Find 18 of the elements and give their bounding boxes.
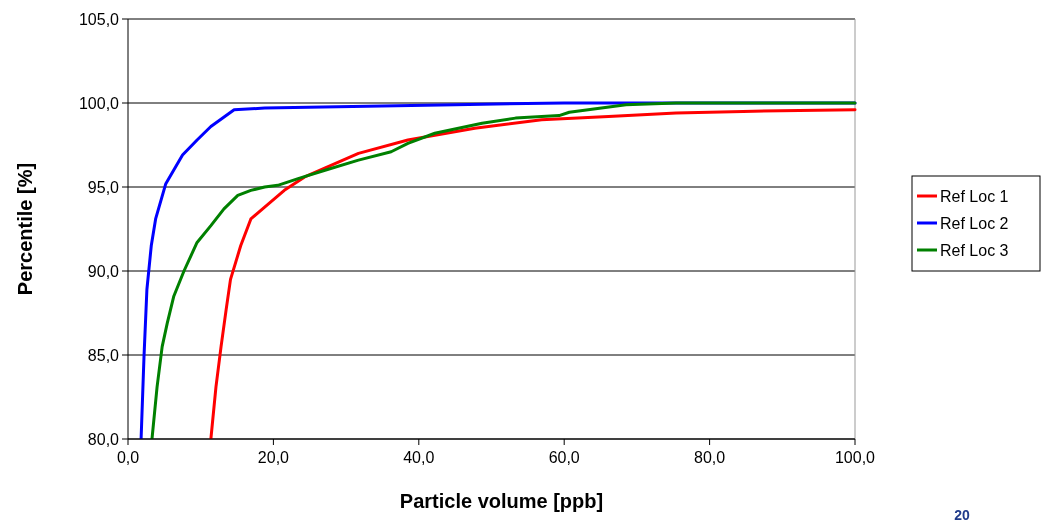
x-axis-title: Particle volume [ppb] bbox=[399, 490, 604, 512]
y-tick-label: 85,0 bbox=[87, 346, 120, 364]
y-tick-label: 90,0 bbox=[87, 262, 120, 280]
text: 20 bbox=[954, 507, 970, 523]
y-tick-label: 95,0 bbox=[87, 178, 120, 196]
x-tick-label: 100,0 bbox=[834, 449, 876, 466]
legend-label: Ref Loc 3 bbox=[940, 241, 1009, 259]
x-tick-label: 0,0 bbox=[116, 449, 140, 466]
legend-label: Ref Loc 1 bbox=[940, 187, 1009, 205]
legend-label: Ref Loc 2 bbox=[940, 214, 1009, 232]
y-tick-label: 100,0 bbox=[78, 94, 120, 112]
x-tick-label: 80,0 bbox=[694, 449, 726, 466]
x-tick-label: 20,0 bbox=[257, 449, 290, 466]
y-axis-title: Percentile [%] bbox=[14, 162, 36, 296]
y-tick-label: 80,0 bbox=[87, 430, 120, 448]
x-tick-label: 40,0 bbox=[403, 449, 435, 466]
y-tick-label: 105,0 bbox=[78, 10, 120, 28]
x-tick-label: 60,0 bbox=[548, 449, 580, 466]
